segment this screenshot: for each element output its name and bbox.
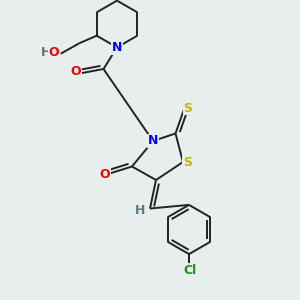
- Text: O: O: [99, 167, 110, 181]
- Text: N: N: [112, 41, 122, 54]
- Text: O: O: [49, 46, 59, 59]
- Text: N: N: [148, 134, 158, 148]
- Text: Cl: Cl: [184, 264, 197, 277]
- Text: O: O: [70, 65, 81, 78]
- Text: S: S: [183, 155, 192, 169]
- Text: S: S: [184, 101, 193, 115]
- Text: H: H: [135, 203, 146, 217]
- Text: H: H: [40, 46, 51, 59]
